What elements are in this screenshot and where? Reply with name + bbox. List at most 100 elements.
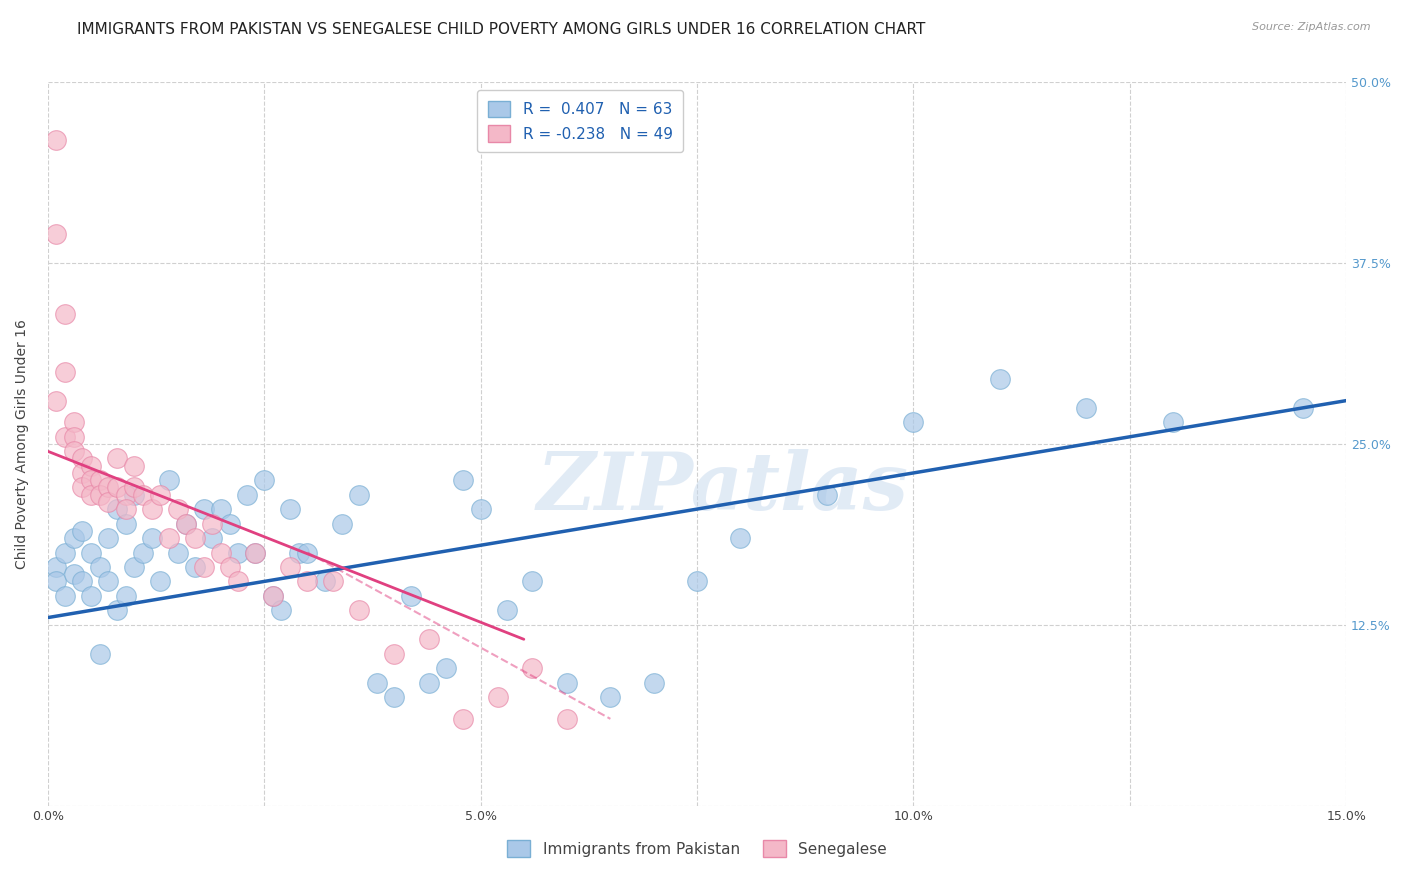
Point	[236, 488, 259, 502]
Legend: R =  0.407   N = 63, R = -0.238   N = 49: R = 0.407 N = 63, R = -0.238 N = 49	[477, 90, 683, 153]
Point	[89, 647, 111, 661]
Point	[330, 516, 353, 531]
Point	[262, 589, 284, 603]
Point	[166, 545, 188, 559]
Y-axis label: Child Poverty Among Girls Under 16: Child Poverty Among Girls Under 16	[15, 319, 30, 569]
Point	[1076, 401, 1098, 415]
Point	[149, 574, 172, 589]
Point	[72, 524, 94, 538]
Point	[62, 531, 84, 545]
Point	[470, 502, 492, 516]
Point	[105, 451, 128, 466]
Point	[141, 531, 163, 545]
Point	[522, 661, 544, 675]
Point	[72, 451, 94, 466]
Point	[209, 502, 232, 516]
Point	[114, 488, 136, 502]
Point	[132, 545, 155, 559]
Point	[80, 589, 103, 603]
Point	[382, 647, 405, 661]
Point	[72, 574, 94, 589]
Point	[201, 516, 224, 531]
Point	[174, 516, 197, 531]
Point	[555, 675, 578, 690]
Point	[903, 415, 925, 429]
Point	[728, 531, 751, 545]
Point	[97, 495, 120, 509]
Point	[226, 545, 249, 559]
Point	[218, 516, 240, 531]
Point	[1161, 415, 1184, 429]
Point	[245, 545, 267, 559]
Point	[124, 480, 146, 494]
Point	[262, 589, 284, 603]
Point	[193, 502, 215, 516]
Point	[105, 480, 128, 494]
Point	[1292, 401, 1315, 415]
Point	[80, 545, 103, 559]
Point	[495, 603, 517, 617]
Point	[209, 545, 232, 559]
Point	[382, 690, 405, 705]
Point	[124, 458, 146, 473]
Point	[89, 488, 111, 502]
Point	[45, 393, 67, 408]
Point	[45, 133, 67, 147]
Point	[314, 574, 336, 589]
Point	[193, 560, 215, 574]
Point	[53, 307, 76, 321]
Point	[114, 502, 136, 516]
Point	[486, 690, 509, 705]
Point	[45, 574, 67, 589]
Text: ZIPatlas: ZIPatlas	[537, 449, 908, 526]
Point	[97, 531, 120, 545]
Point	[89, 560, 111, 574]
Point	[184, 531, 207, 545]
Point	[72, 466, 94, 480]
Point	[62, 415, 84, 429]
Point	[141, 502, 163, 516]
Point	[349, 488, 371, 502]
Point	[53, 365, 76, 379]
Point	[124, 488, 146, 502]
Point	[218, 560, 240, 574]
Point	[270, 603, 292, 617]
Point	[401, 589, 423, 603]
Point	[62, 567, 84, 582]
Point	[287, 545, 309, 559]
Point	[174, 516, 197, 531]
Point	[599, 690, 621, 705]
Point	[114, 589, 136, 603]
Point	[114, 516, 136, 531]
Point	[278, 560, 301, 574]
Point	[815, 488, 838, 502]
Point	[366, 675, 388, 690]
Point	[166, 502, 188, 516]
Point	[157, 531, 180, 545]
Point	[555, 712, 578, 726]
Point	[80, 458, 103, 473]
Point	[157, 473, 180, 487]
Text: IMMIGRANTS FROM PAKISTAN VS SENEGALESE CHILD POVERTY AMONG GIRLS UNDER 16 CORREL: IMMIGRANTS FROM PAKISTAN VS SENEGALESE C…	[77, 22, 925, 37]
Text: Source: ZipAtlas.com: Source: ZipAtlas.com	[1253, 22, 1371, 32]
Point	[297, 574, 319, 589]
Point	[72, 480, 94, 494]
Point	[62, 430, 84, 444]
Point	[105, 502, 128, 516]
Point	[62, 444, 84, 458]
Point	[297, 545, 319, 559]
Point	[53, 430, 76, 444]
Point	[418, 675, 440, 690]
Point	[349, 603, 371, 617]
Point	[418, 632, 440, 647]
Point	[451, 473, 474, 487]
Point	[53, 545, 76, 559]
Point	[80, 473, 103, 487]
Point	[80, 488, 103, 502]
Point	[45, 227, 67, 242]
Point	[132, 488, 155, 502]
Point	[184, 560, 207, 574]
Point	[201, 531, 224, 545]
Point	[434, 661, 457, 675]
Point	[105, 603, 128, 617]
